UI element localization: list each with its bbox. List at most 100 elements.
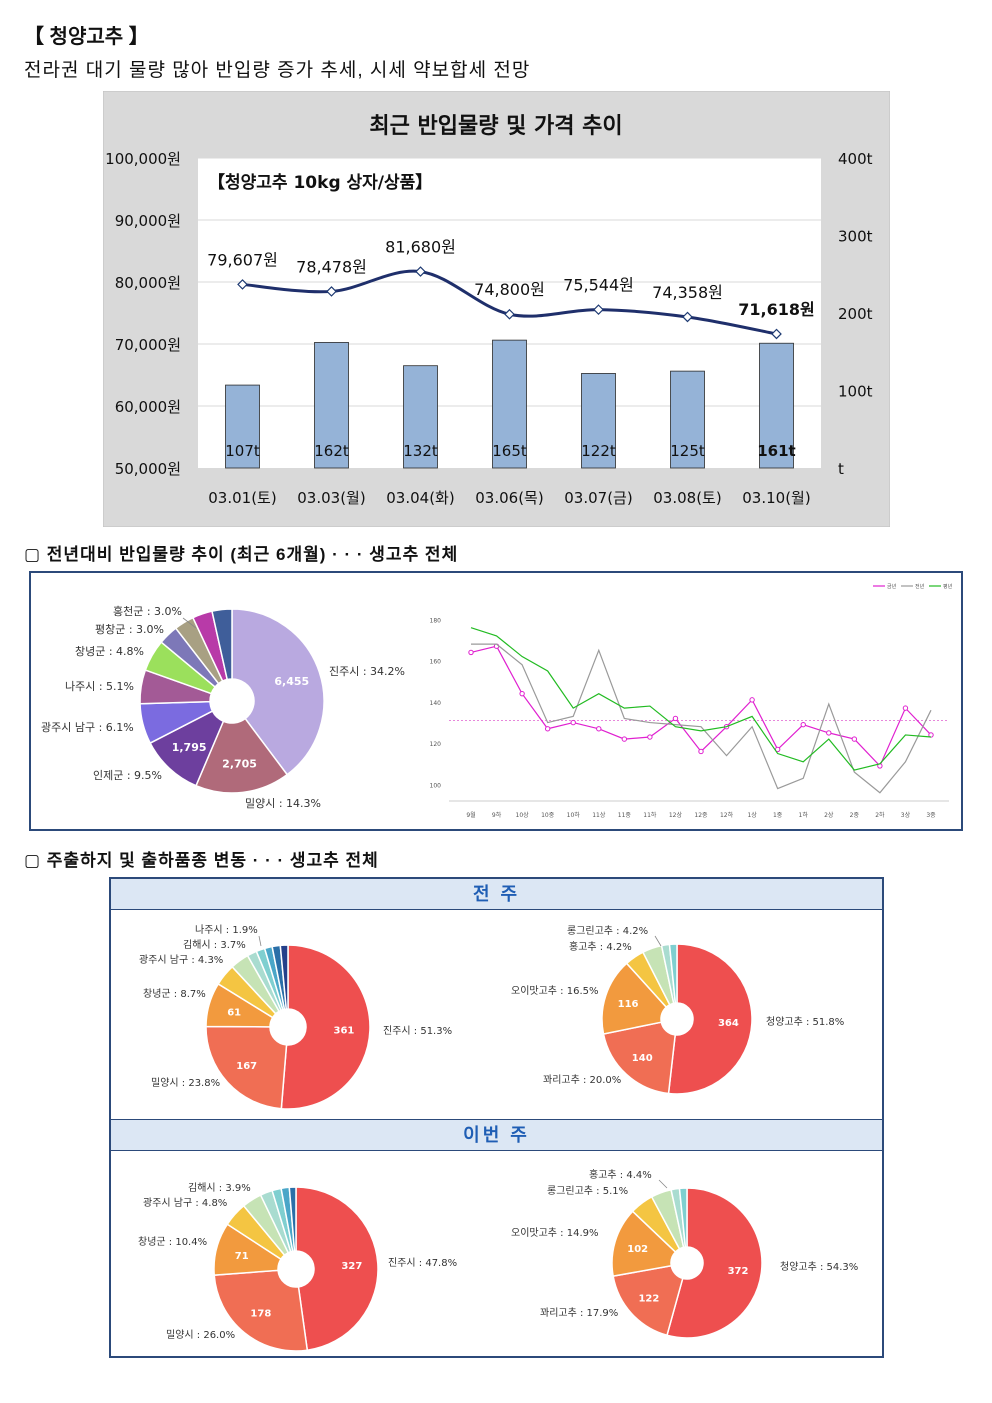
y-right-tick: 200t [838, 305, 873, 323]
x-tick: 3상 [901, 811, 911, 819]
price-point [415, 266, 426, 277]
x-tick: 11중 [618, 812, 632, 819]
series-point [902, 705, 909, 711]
price-volume-chart: 최근 반입물량 및 가격 추이 【청양고추 10kg 상자/상품】 50,000원 6… [103, 91, 890, 527]
pie-slice [667, 943, 753, 1095]
slice-label: 오이맛고추 : 14.9% [511, 1227, 599, 1239]
series-point [928, 732, 934, 738]
x-tick: 2상 [824, 811, 834, 819]
slice-label: 진주시 : 47.8% [388, 1257, 457, 1269]
slice-label: 꽈리고추 : 20.0% [543, 1074, 621, 1086]
slice-value: 1,795 [172, 741, 207, 754]
x-tick-label: 03.08(토) [653, 489, 721, 507]
this-week-header: 이번 주 [111, 1119, 882, 1151]
y-left-tick: 100,000원 [105, 150, 181, 168]
slice-value: 61 [227, 1008, 241, 1019]
slice-label: 꽈리고추 : 17.9% [540, 1307, 618, 1319]
volume-bar [492, 339, 527, 469]
volume-bar [225, 384, 260, 469]
y-right-tick: t [838, 460, 844, 478]
series-point [596, 726, 602, 732]
y-left-tick: 60,000원 [115, 398, 181, 416]
price-label: 71,618원 [738, 300, 814, 319]
series-point [800, 721, 806, 728]
series-point [647, 734, 653, 740]
pie-slice [666, 1187, 763, 1339]
slice-value: 122 [638, 1294, 659, 1305]
volume-label: 125t [670, 442, 705, 460]
slice-label: 창녕군 : 10.4% [138, 1236, 207, 1248]
y-right-tick: 300t [838, 228, 873, 246]
pie-slice [612, 1264, 684, 1337]
x-tick: 2하 [875, 811, 885, 819]
yoy-line-chart: 100 120 140 160 180 9월 9하 10상 10중 10하 11상 11중 11하 12상… [430, 583, 953, 819]
slice-label: 진주시 : 51.3% [383, 1025, 452, 1037]
y-left-tick: 70,000원 [115, 336, 181, 354]
slice-label: 홍고추 : 4.2% [569, 940, 632, 953]
series-point [468, 649, 474, 656]
slice-label: 나주시 : 5.1% [65, 680, 134, 693]
pie-slice [195, 717, 289, 794]
volume-label: 122t [581, 442, 616, 460]
pie-slice [279, 944, 289, 1010]
prev-week-header: 전 주 [111, 878, 882, 910]
slice-value: 2,705 [222, 758, 257, 771]
series-point [851, 736, 858, 742]
slice-label: 광주시 남구 : 4.3% [139, 954, 223, 966]
y-tick: 160 [430, 659, 442, 666]
slice-label: 진주시 : 34.2% [329, 665, 405, 678]
volume-label: 165t [492, 442, 527, 460]
series-point [698, 748, 704, 755]
slice-label: 홍천군 : 3.0% [113, 604, 182, 618]
x-tick: 3중 [926, 812, 936, 819]
pie-slice [280, 944, 371, 1110]
pie-slice [288, 1186, 297, 1252]
x-tick-label: 03.04(화) [386, 489, 454, 507]
volume-bar [759, 342, 794, 469]
this-week-origin-pie: 327 178 71 진주시 : 47.8% 밀양시 : 26.0% 창녕군 : 10.4… [138, 1181, 457, 1352]
y-right-tick: 100t [838, 383, 873, 401]
x-tick: 10중 [541, 812, 555, 819]
leader-line [258, 935, 262, 947]
x-tick: 9월 [466, 811, 475, 819]
slice-label: 나주시 : 1.9% [195, 924, 258, 936]
x-tick: 10상 [516, 811, 530, 819]
slice-value: 178 [250, 1309, 271, 1320]
leader-line [654, 935, 662, 947]
pie-slice [602, 1021, 677, 1095]
price-label: 74,800원 [474, 280, 545, 299]
page-title: 【 청양고추 】 [24, 26, 149, 48]
price-point [682, 311, 693, 323]
x-tick: 10하 [567, 811, 581, 819]
slice-value: 6,455 [274, 675, 309, 688]
volume-label: 162t [314, 442, 349, 460]
chart-subtitle: 【청양고추 10kg 상자/상품】 [208, 172, 432, 193]
chart-title: 최근 반입물량 및 가격 추이 [369, 114, 622, 139]
pie-slice [611, 1210, 677, 1277]
series-line [470, 627, 932, 771]
slice-label: 청양고추 : 54.3% [780, 1261, 858, 1273]
y-tick: 100 [430, 782, 442, 789]
page-subtitle: 전라권 대기 물량 많아 반입량 증가 추세, 시세 약보합세 전망 [24, 60, 531, 81]
x-tick-label: 03.07(금) [564, 489, 632, 507]
slice-label: 창녕군 : 8.7% [143, 988, 206, 1000]
x-tick: 12하 [720, 811, 734, 819]
slice-label: 청양고추 : 51.8% [766, 1016, 844, 1028]
series-line [471, 643, 932, 794]
volume-bar [314, 342, 349, 469]
pie-slice [678, 1187, 688, 1248]
legend-label: 평년 [943, 583, 953, 590]
slice-value: 167 [236, 1061, 257, 1072]
slice-label: 인제군 : 9.5% [93, 769, 162, 782]
slice-label: 김해시 : 3.7% [183, 938, 246, 951]
leader-line [182, 617, 197, 629]
slice-label: 광주시 남구 : 6.1% [41, 721, 134, 734]
y-tick: 140 [430, 700, 442, 707]
section-heading-shipping: ▢ 주출하지 및 출하품종 변동 · · · 생고추 전체 [24, 851, 379, 870]
y-left-tick: 50,000원 [115, 460, 181, 478]
price-label: 79,607원 [207, 250, 278, 269]
price-label: 75,544원 [563, 276, 634, 295]
legend-label: 금년 [887, 583, 897, 590]
slice-label: 밀양시 : 23.8% [151, 1077, 220, 1089]
section-heading-yoy: ▢ 전년대비 반입물량 추이 (최근 6개월) · · · 생고추 전체 [24, 545, 459, 564]
